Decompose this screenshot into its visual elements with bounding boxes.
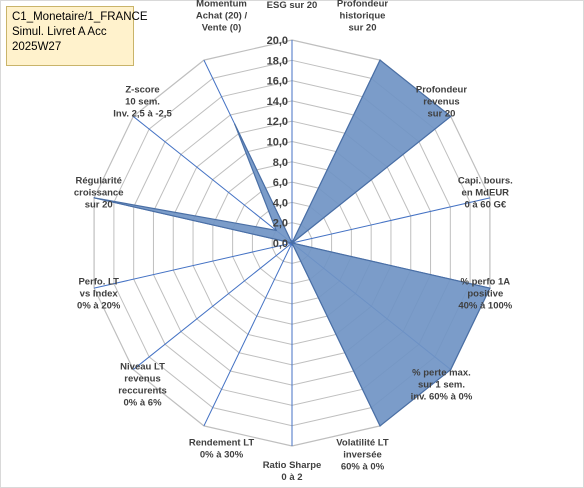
axis-label-line: Z-score — [125, 84, 159, 95]
axis-label-line: 10 sem. — [125, 96, 160, 107]
axis-label-line: Perfo. LT — [78, 277, 119, 288]
axis-label-line: vs Index — [80, 289, 119, 300]
axis-label-line: Ratio Sharpe — [263, 460, 322, 471]
axis-label-line: Capi. bours. — [458, 175, 513, 186]
info-line-2: Simul. Livret A Acc — [12, 26, 107, 38]
axis-label: Profondeur revenus sur 20 — [416, 84, 467, 119]
tick-label: 4,0 — [273, 197, 288, 209]
axis-label: Perfo. LT vs Index 0% à 20% — [77, 277, 121, 312]
axis-label-line: revenus — [124, 374, 160, 385]
axis-label-line: Achat (20) / — [196, 10, 248, 21]
axis-label: Niveau LT revenus reccurents 0% à 6% — [118, 362, 167, 409]
axis-label-line: Momentum — [196, 0, 247, 9]
axis-label: Rendement LT 0% à 30% — [189, 438, 254, 461]
axis-label-line: 0% à 30% — [200, 450, 244, 461]
axis-label-line: sur 1 sem. — [418, 380, 465, 391]
tick-label: 10,0 — [267, 137, 288, 149]
axis-label-line: Profondeur — [337, 0, 388, 9]
axis-label-line: Régularité — [75, 175, 121, 186]
axis-label-line: 0 à 2 — [281, 472, 302, 483]
axis-label: NoteESG sur 20 — [267, 0, 318, 11]
axis-label: Z-score 10 sem. Inv. 2,5 à -2,5 — [113, 84, 172, 119]
axis-label-line: sur 20 — [85, 199, 113, 210]
tick-label: 0,0 — [273, 238, 288, 250]
axis-label-line: % perte max. — [412, 368, 471, 379]
axis-label: Régularité croissance sur 20 — [74, 175, 124, 210]
data-point — [93, 197, 95, 199]
axis-label: Momentum Achat (20) / Vente (0) — [196, 0, 248, 33]
axis-label-line: Niveau LT — [120, 362, 165, 373]
data-point — [450, 368, 452, 371]
info-box: C1_Monetaire/1_FRANCE Simul. Livret A Ac… — [6, 6, 148, 66]
axis-label: % perte max. sur 1 sem. inv. 60% à 0% — [411, 368, 473, 403]
tick-label: 12,0 — [267, 116, 288, 128]
data-point — [379, 425, 381, 427]
axis-label: Volatilité LT inversée 60% à 0% — [336, 438, 389, 473]
axis-label-line: % perfo 1A — [460, 277, 510, 288]
axis-label: % perfo 1A positive 40% à 100% — [458, 277, 512, 312]
tick-label: 16,0 — [267, 76, 288, 88]
axis-label-line: Inv. 2,5 à -2,5 — [113, 108, 172, 119]
axis-label-line: ESG sur 20 — [267, 0, 318, 11]
axis-label-line: Vente (0) — [202, 22, 242, 33]
tick-label: 6,0 — [273, 177, 288, 189]
axis-label-line: croissance — [74, 187, 124, 198]
axis-label-line: Volatilité LT — [336, 438, 389, 449]
tick-label: 8,0 — [273, 157, 288, 169]
axis-label-line: sur 20 — [427, 108, 455, 119]
axis-spoke — [93, 242, 293, 289]
axis-label: Profondeur historique sur 20 — [337, 0, 388, 33]
axis-spoke — [291, 197, 491, 244]
axis-spoke — [203, 242, 293, 427]
data-point — [489, 287, 491, 289]
info-line-1: C1_Monetaire/1_FRANCE — [12, 11, 148, 23]
data-point — [275, 229, 277, 231]
axis-label-line: positive — [467, 289, 503, 300]
axis-label-line: 0% à 20% — [77, 301, 121, 312]
info-line-3: 2025W27 — [12, 41, 62, 53]
axis-label-line: historique — [340, 10, 386, 21]
axis-label: Ratio Sharpe 0 à 2 — [263, 460, 322, 483]
axis-label-line: 0% à 6% — [124, 398, 163, 409]
axis-label: Capi. bours. en MdEUR 0 à 60 G€ — [458, 175, 513, 210]
axis-label-line: reccurents — [118, 386, 167, 397]
axis-label-line: en MdEUR — [462, 187, 510, 198]
axis-label-line: Profondeur — [416, 84, 467, 95]
axis-label-line: 40% à 100% — [458, 301, 512, 312]
data-point — [234, 123, 236, 125]
axis-spoke — [132, 116, 293, 244]
data-point — [450, 115, 452, 118]
axis-label-line: 0 à 60 G€ — [464, 199, 506, 210]
tick-label: 20,0 — [267, 35, 288, 47]
axis-label-line: inversée — [343, 450, 382, 461]
tick-label: 18,0 — [267, 55, 288, 67]
data-point — [291, 242, 293, 244]
axis-spoke — [132, 242, 293, 370]
tick-label: 14,0 — [267, 96, 288, 108]
axis-label-line: sur 20 — [348, 22, 376, 33]
axis-label-line: Rendement LT — [189, 438, 254, 449]
axis-label-line: inv. 60% à 0% — [411, 392, 473, 403]
tick-label: 2,0 — [273, 218, 288, 230]
axis-label-line: revenus — [423, 96, 459, 107]
axis-label-line: 60% à 0% — [341, 462, 385, 473]
data-point — [379, 59, 381, 61]
